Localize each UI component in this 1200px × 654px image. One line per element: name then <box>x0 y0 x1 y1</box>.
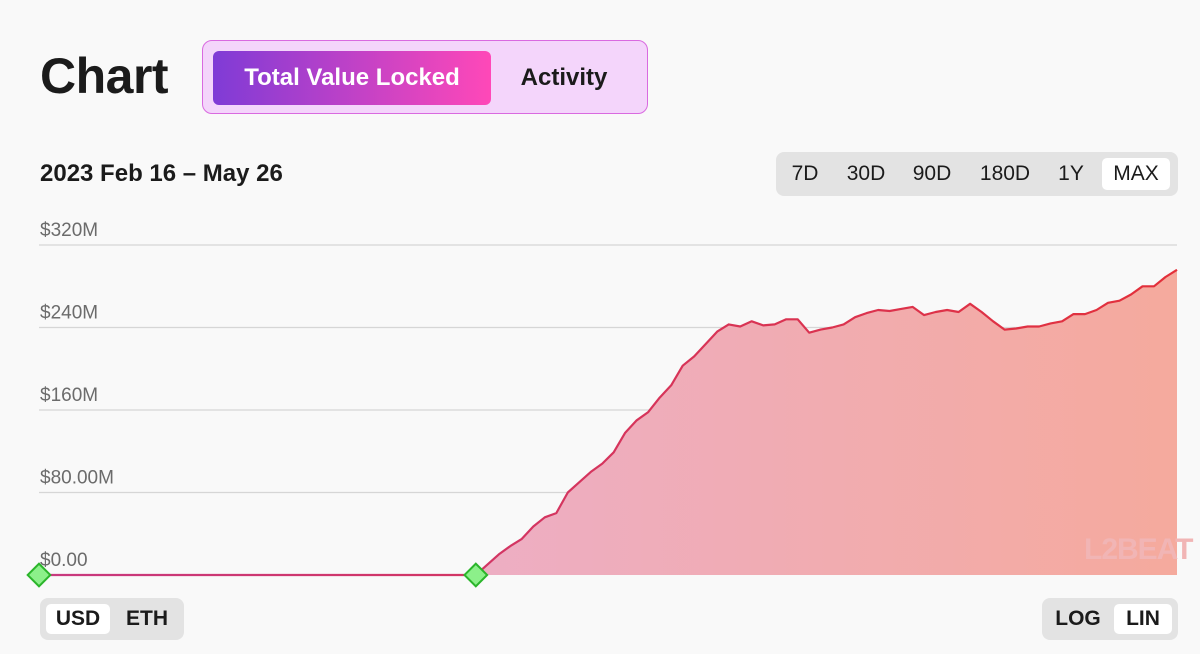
currency-button-eth[interactable]: ETH <box>126 607 168 630</box>
scale-button-log[interactable]: LOG <box>1055 607 1101 630</box>
range-button-1y[interactable]: 1Y <box>1058 162 1084 185</box>
range-button-90d[interactable]: 90D <box>912 162 952 185</box>
scale-toggle: LOG LIN <box>1042 598 1178 640</box>
range-button-max[interactable]: MAX <box>1102 158 1170 190</box>
y-tick-label: $80.00M <box>40 468 114 489</box>
y-tick-label: $160M <box>40 385 98 406</box>
y-tick-label: $240M <box>40 303 98 324</box>
time-range-selector: 7D 30D 90D 180D 1Y MAX <box>776 152 1178 196</box>
range-button-7d[interactable]: 7D <box>791 162 819 185</box>
currency-button-usd[interactable]: USD <box>46 604 110 634</box>
tab-activity[interactable]: Activity <box>520 64 608 91</box>
range-button-30d[interactable]: 30D <box>846 162 886 185</box>
tab-total-value-locked[interactable]: Total Value Locked <box>213 51 491 105</box>
range-button-180d[interactable]: 180D <box>979 162 1031 185</box>
date-range-label: 2023 Feb 16 – May 26 <box>40 160 283 187</box>
tvl-line <box>39 268 1178 577</box>
metric-tabs: Total Value Locked Activity <box>202 40 648 114</box>
page-title: Chart <box>40 48 169 104</box>
y-tick-label: $0.00 <box>40 550 88 571</box>
range-marker-diamond[interactable] <box>26 562 52 588</box>
tvl-area-fill <box>39 269 1177 575</box>
tvl-chart: $0.00 $80.00M $160M $240M $320M L2BEAT <box>26 220 1194 588</box>
currency-toggle: USD ETH <box>40 598 184 640</box>
l2beat-watermark: L2BEAT <box>1084 533 1193 566</box>
range-marker-diamond[interactable] <box>463 562 489 588</box>
scale-button-lin[interactable]: LIN <box>1114 604 1172 634</box>
y-tick-label: $320M <box>40 220 98 241</box>
